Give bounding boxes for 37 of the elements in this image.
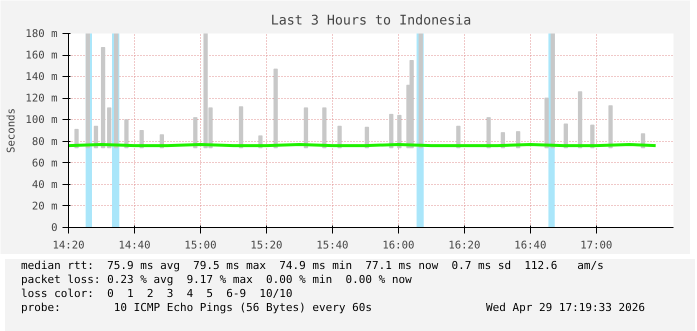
- bar: [100, 47, 106, 148]
- x-tick-label: 15:00: [184, 238, 216, 252]
- bar: [274, 68, 278, 148]
- bar: [86, 34, 90, 148]
- x-tick-label: 16:00: [382, 238, 414, 252]
- bar: [107, 107, 112, 148]
- y-tick-label: 160 m: [25, 48, 58, 62]
- text: probe: 10 ICMP Echo Pings (56 Bytes) every 60s: [21, 301, 372, 314]
- y-tick-label: 100 m: [25, 113, 58, 126]
- x-tick-label: 17:00: [580, 238, 612, 252]
- x-tick-label: 16:20: [448, 238, 480, 252]
- y-tick-label: 80 m: [32, 134, 58, 148]
- bar: [418, 34, 423, 148]
- y-tick-label: 40 m: [32, 178, 58, 191]
- x-tick-label: 15:40: [316, 238, 348, 252]
- bar: [486, 117, 491, 148]
- text: Wed Apr 29 17:19:33 2026: [486, 301, 645, 314]
- x-tick-label: 14:20: [52, 238, 85, 252]
- y-tick-label: 60 m: [32, 156, 58, 170]
- text: packet loss: 0.23 % avg 9.17 % max 0.00 % min 0.00 % now: [21, 273, 413, 287]
- y-tick-label: 180 m: [25, 27, 58, 40]
- bar: [389, 114, 394, 148]
- chart-title: Last 3 Hours to Indonesia: [270, 14, 472, 28]
- y-tick-label: 0: [51, 221, 58, 234]
- bar: [409, 60, 414, 148]
- x-tick-label: 15:20: [250, 238, 282, 252]
- y-tick-label: 140 m: [25, 70, 58, 84]
- x-tick-label: 14:40: [118, 238, 151, 252]
- bar: [322, 107, 327, 148]
- bar: [397, 114, 402, 148]
- text: median rtt: 75.9 ms avg 79.5 ms max 74.9 ms min 77.1 ms now 0.7 ms sd 112.6 am/s: [21, 259, 605, 273]
- x-tick-label: 16:40: [514, 238, 546, 252]
- bar: [114, 34, 118, 148]
- text: loss color: 0 1 2 3 4 5 6-9 10/10: [21, 287, 294, 301]
- y-axis-title: Seconds: [4, 108, 18, 153]
- y-tick-label: 120 m: [25, 92, 58, 105]
- y-tick-label: 20 m: [32, 199, 58, 212]
